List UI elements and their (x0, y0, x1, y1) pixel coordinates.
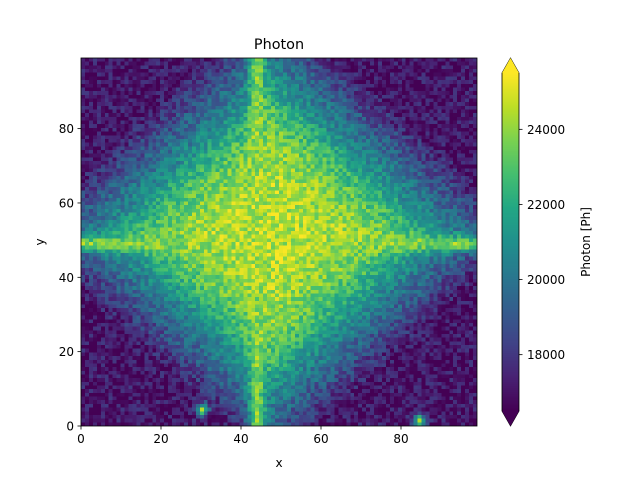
colorbar-frame (501, 57, 520, 427)
x-tick-label: 40 (233, 432, 248, 446)
chart-title: Photon (254, 37, 304, 53)
colorbar-extend-min (502, 411, 519, 426)
plot-frame (80, 57, 478, 427)
colorbar-ticks: 18000 20000 22000 24000 (519, 123, 565, 362)
x-tick-label: 60 (313, 432, 328, 446)
y-tick-label: 80 (59, 122, 74, 136)
x-tick-label: 80 (393, 432, 408, 446)
colorbar-tick-label: 24000 (527, 123, 565, 137)
x-tick-label: 20 (153, 432, 168, 446)
y-axis-label: y (33, 238, 47, 245)
y-tick-label: 40 (59, 271, 74, 285)
y-tick-label: 0 (66, 420, 74, 434)
colorbar-tick-label: 20000 (527, 273, 565, 287)
colorbar-label: Photon [Ph] (579, 207, 593, 277)
colorbar-extend-max (502, 58, 519, 73)
x-axis-label: x (275, 456, 282, 470)
y-tick-label: 20 (59, 345, 74, 359)
heatmap-image (81, 58, 477, 426)
colorbar-gradient (502, 73, 519, 411)
colorbar-tick-label: 22000 (527, 198, 565, 212)
y-tick-label: 60 (59, 196, 74, 210)
colorbar-tick-label: 18000 (527, 348, 565, 362)
x-tick-label: 0 (77, 432, 85, 446)
x-axis-ticks: 0 20 40 60 80 (77, 426, 409, 446)
y-axis-ticks: 0 20 40 60 80 (59, 122, 81, 434)
